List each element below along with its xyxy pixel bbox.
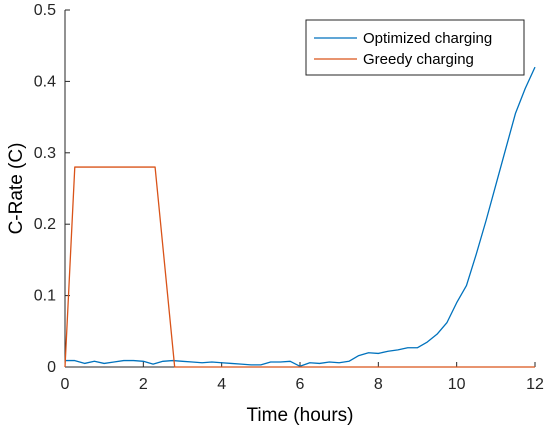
x-tick-label: 12: [526, 376, 544, 393]
y-tick-label: 0.1: [34, 288, 56, 305]
legend: Optimized charging Greedy charging: [305, 19, 525, 76]
labels-layer: 0 2 4 6 8 10 12 0 0.1 0.2 0.3 0.4 0.5 Time (hours) C-R…: [6, 2, 544, 426]
y-tick-label: 0.4: [34, 73, 56, 90]
legend-label: Greedy charging: [363, 51, 474, 68]
x-axis-label: Time (hours): [247, 405, 354, 426]
x-tick-label: 10: [448, 376, 466, 393]
y-tick-label: 0.3: [34, 145, 56, 162]
legend-label: Optimized charging: [363, 30, 492, 47]
y-axis-label: C-Rate (C): [6, 143, 27, 235]
x-tick-label: 2: [139, 376, 148, 393]
x-tick-label: 8: [374, 376, 383, 393]
y-tick-label: 0.2: [34, 216, 56, 233]
series-line-greedy-charging: [64, 166, 535, 368]
y-tick-label: 0: [47, 359, 56, 376]
x-tick-label: 4: [217, 376, 226, 393]
series-layer: [64, 66, 536, 368]
y-tick-label: 0.5: [34, 2, 56, 19]
x-tick-label: 6: [296, 376, 305, 393]
x-tick-label: 0: [61, 376, 70, 393]
series-line-optimized-charging: [65, 66, 536, 367]
legend-box: [305, 19, 525, 76]
